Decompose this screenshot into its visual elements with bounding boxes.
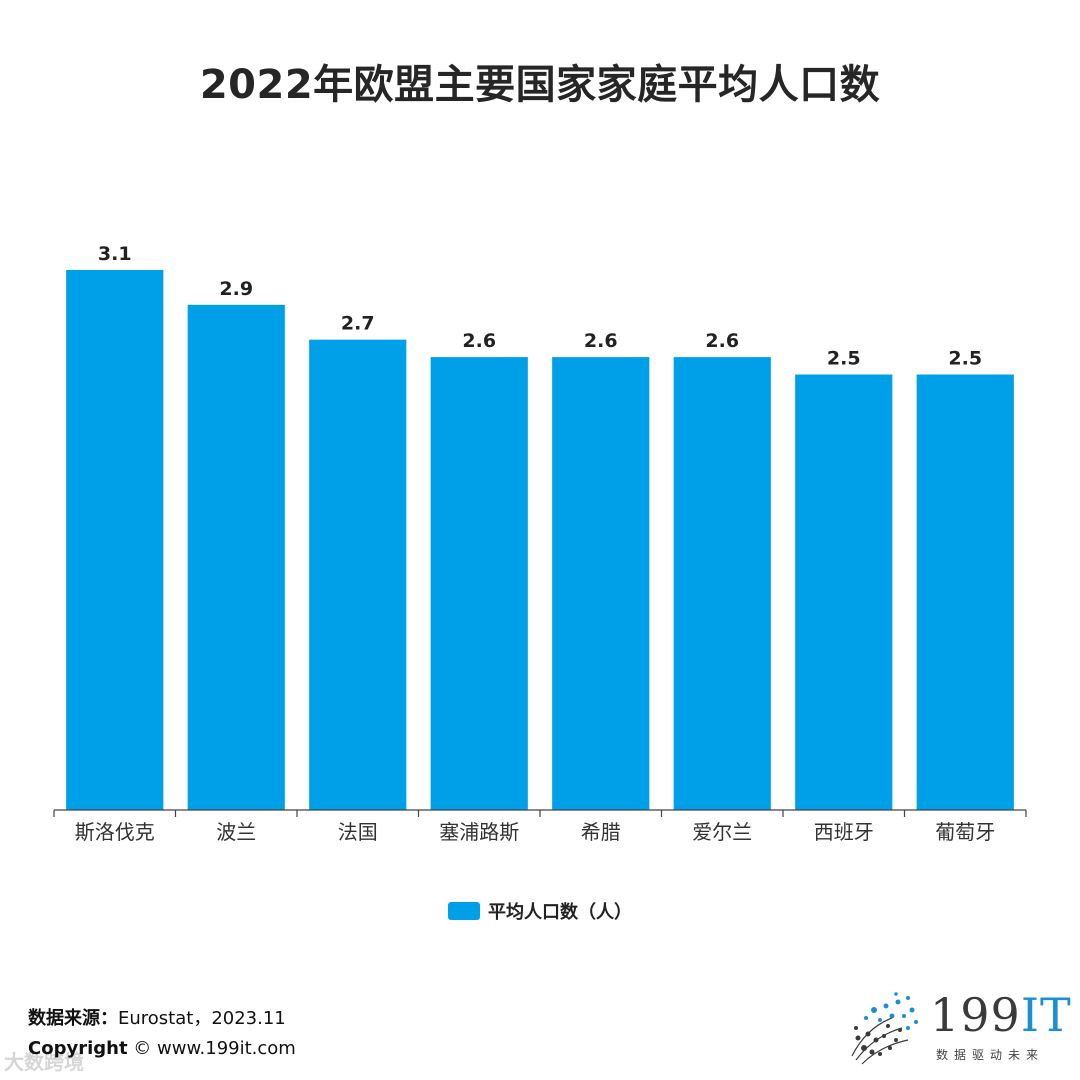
x-tick-label-6: 爱尔兰 [692,820,752,844]
x-tick-label-2: 波兰 [216,820,256,844]
x-tick-label-7: 西班牙 [814,820,874,844]
data-label-1: 3.1 [98,243,132,265]
copyright-label: Copyright [28,1038,128,1059]
bar-1 [66,270,164,810]
legend-swatch [448,902,480,920]
chart-title: 2022年欧盟主要国家家庭平均人口数 [199,62,881,108]
bar-2 [187,304,285,810]
logo-dots-icon [851,992,918,1065]
x-tick-label-5: 希腊 [581,820,621,844]
x-tick-label-4: 塞浦路斯 [439,820,519,844]
data-label-6: 2.6 [705,330,739,352]
data-label-8: 2.5 [948,348,982,370]
bar-chart: 3.1 斯洛伐克 2.9 波兰 2.7 法国 2.6 塞浦路斯 2.6 希腊 2.6 爱尔兰 2.5 西班… [53,243,1027,844]
bar-8 [916,374,1014,810]
chart-legend: 平均人口数（人） [0,898,1080,924]
x-tick-label-8: 葡萄牙 [935,820,995,844]
watermark: 大数跨境 [4,1050,84,1074]
logo-wordmark: 199IT [930,990,1072,1040]
logo-slogan: 数据驱动未来 [936,1048,1045,1062]
bar-3 [309,339,407,810]
data-label-4: 2.6 [462,330,496,352]
legend-label: 平均人口数（人） [488,902,632,923]
data-label-7: 2.5 [827,348,861,370]
logo-text-accent: IT [1020,988,1072,1042]
x-tick-label-3: 法国 [338,820,378,844]
data-label-2: 2.9 [219,278,253,300]
data-label-5: 2.6 [584,330,618,352]
data-label-3: 2.7 [341,313,375,335]
brand-logo: 199IT 数据驱动未来 [846,988,1071,1068]
source-text: Eurostat，2023.11 [118,1008,286,1029]
bar-6 [673,357,771,810]
bar-5 [552,357,650,810]
copyright-text: © www.199it.com [133,1038,296,1059]
data-source: 数据来源：Eurostat，2023.11 [28,1004,286,1030]
bar-7 [795,374,893,810]
copyright: Copyright © www.199it.com [28,1038,296,1059]
logo-text-main: 199 [930,988,1021,1042]
source-label: 数据来源： [28,1008,118,1029]
bar-4 [430,357,528,810]
x-tick-label-1: 斯洛伐克 [75,820,155,844]
